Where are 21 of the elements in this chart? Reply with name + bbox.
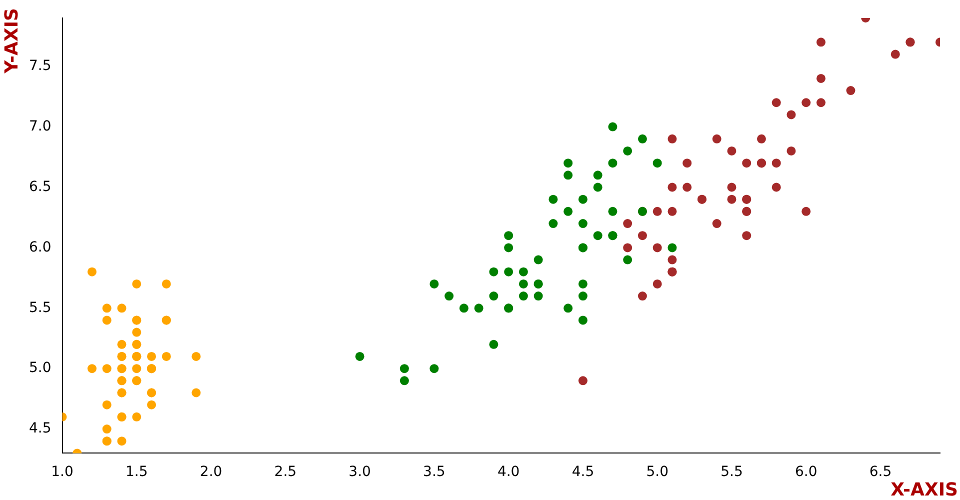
y-tick-label: 5.0 [29, 360, 52, 376]
x-tick-label: 5.5 [720, 464, 743, 480]
x-tick-label: 2.5 [274, 464, 297, 480]
y-tick-label: 6.0 [29, 239, 52, 256]
x-tick-label: 6.0 [794, 464, 818, 480]
x-tick-label: 4.5 [572, 464, 594, 480]
x-tick-label: 5.0 [646, 464, 668, 480]
y-tick-label: 7.5 [29, 58, 52, 74]
y-tick-label: 5.5 [29, 300, 52, 316]
x-tick-label: 3.0 [348, 464, 371, 480]
x-tick-label: 1.5 [126, 464, 148, 480]
x-tick-label: 1.0 [51, 464, 74, 480]
y-tick-label: 6.5 [29, 178, 52, 195]
x-axis-title: X-AXIS [890, 480, 958, 500]
x-tick-label: 6.5 [869, 464, 892, 480]
x-tick-label: 2.0 [200, 464, 222, 480]
y-tick-label: 4.5 [29, 420, 52, 437]
x-tick-label: 3.5 [423, 464, 446, 480]
y-axis-title: Y-AXIS [2, 8, 23, 74]
y-tick-label: 7.0 [29, 118, 52, 134]
x-tick-label: 4.0 [497, 464, 520, 480]
